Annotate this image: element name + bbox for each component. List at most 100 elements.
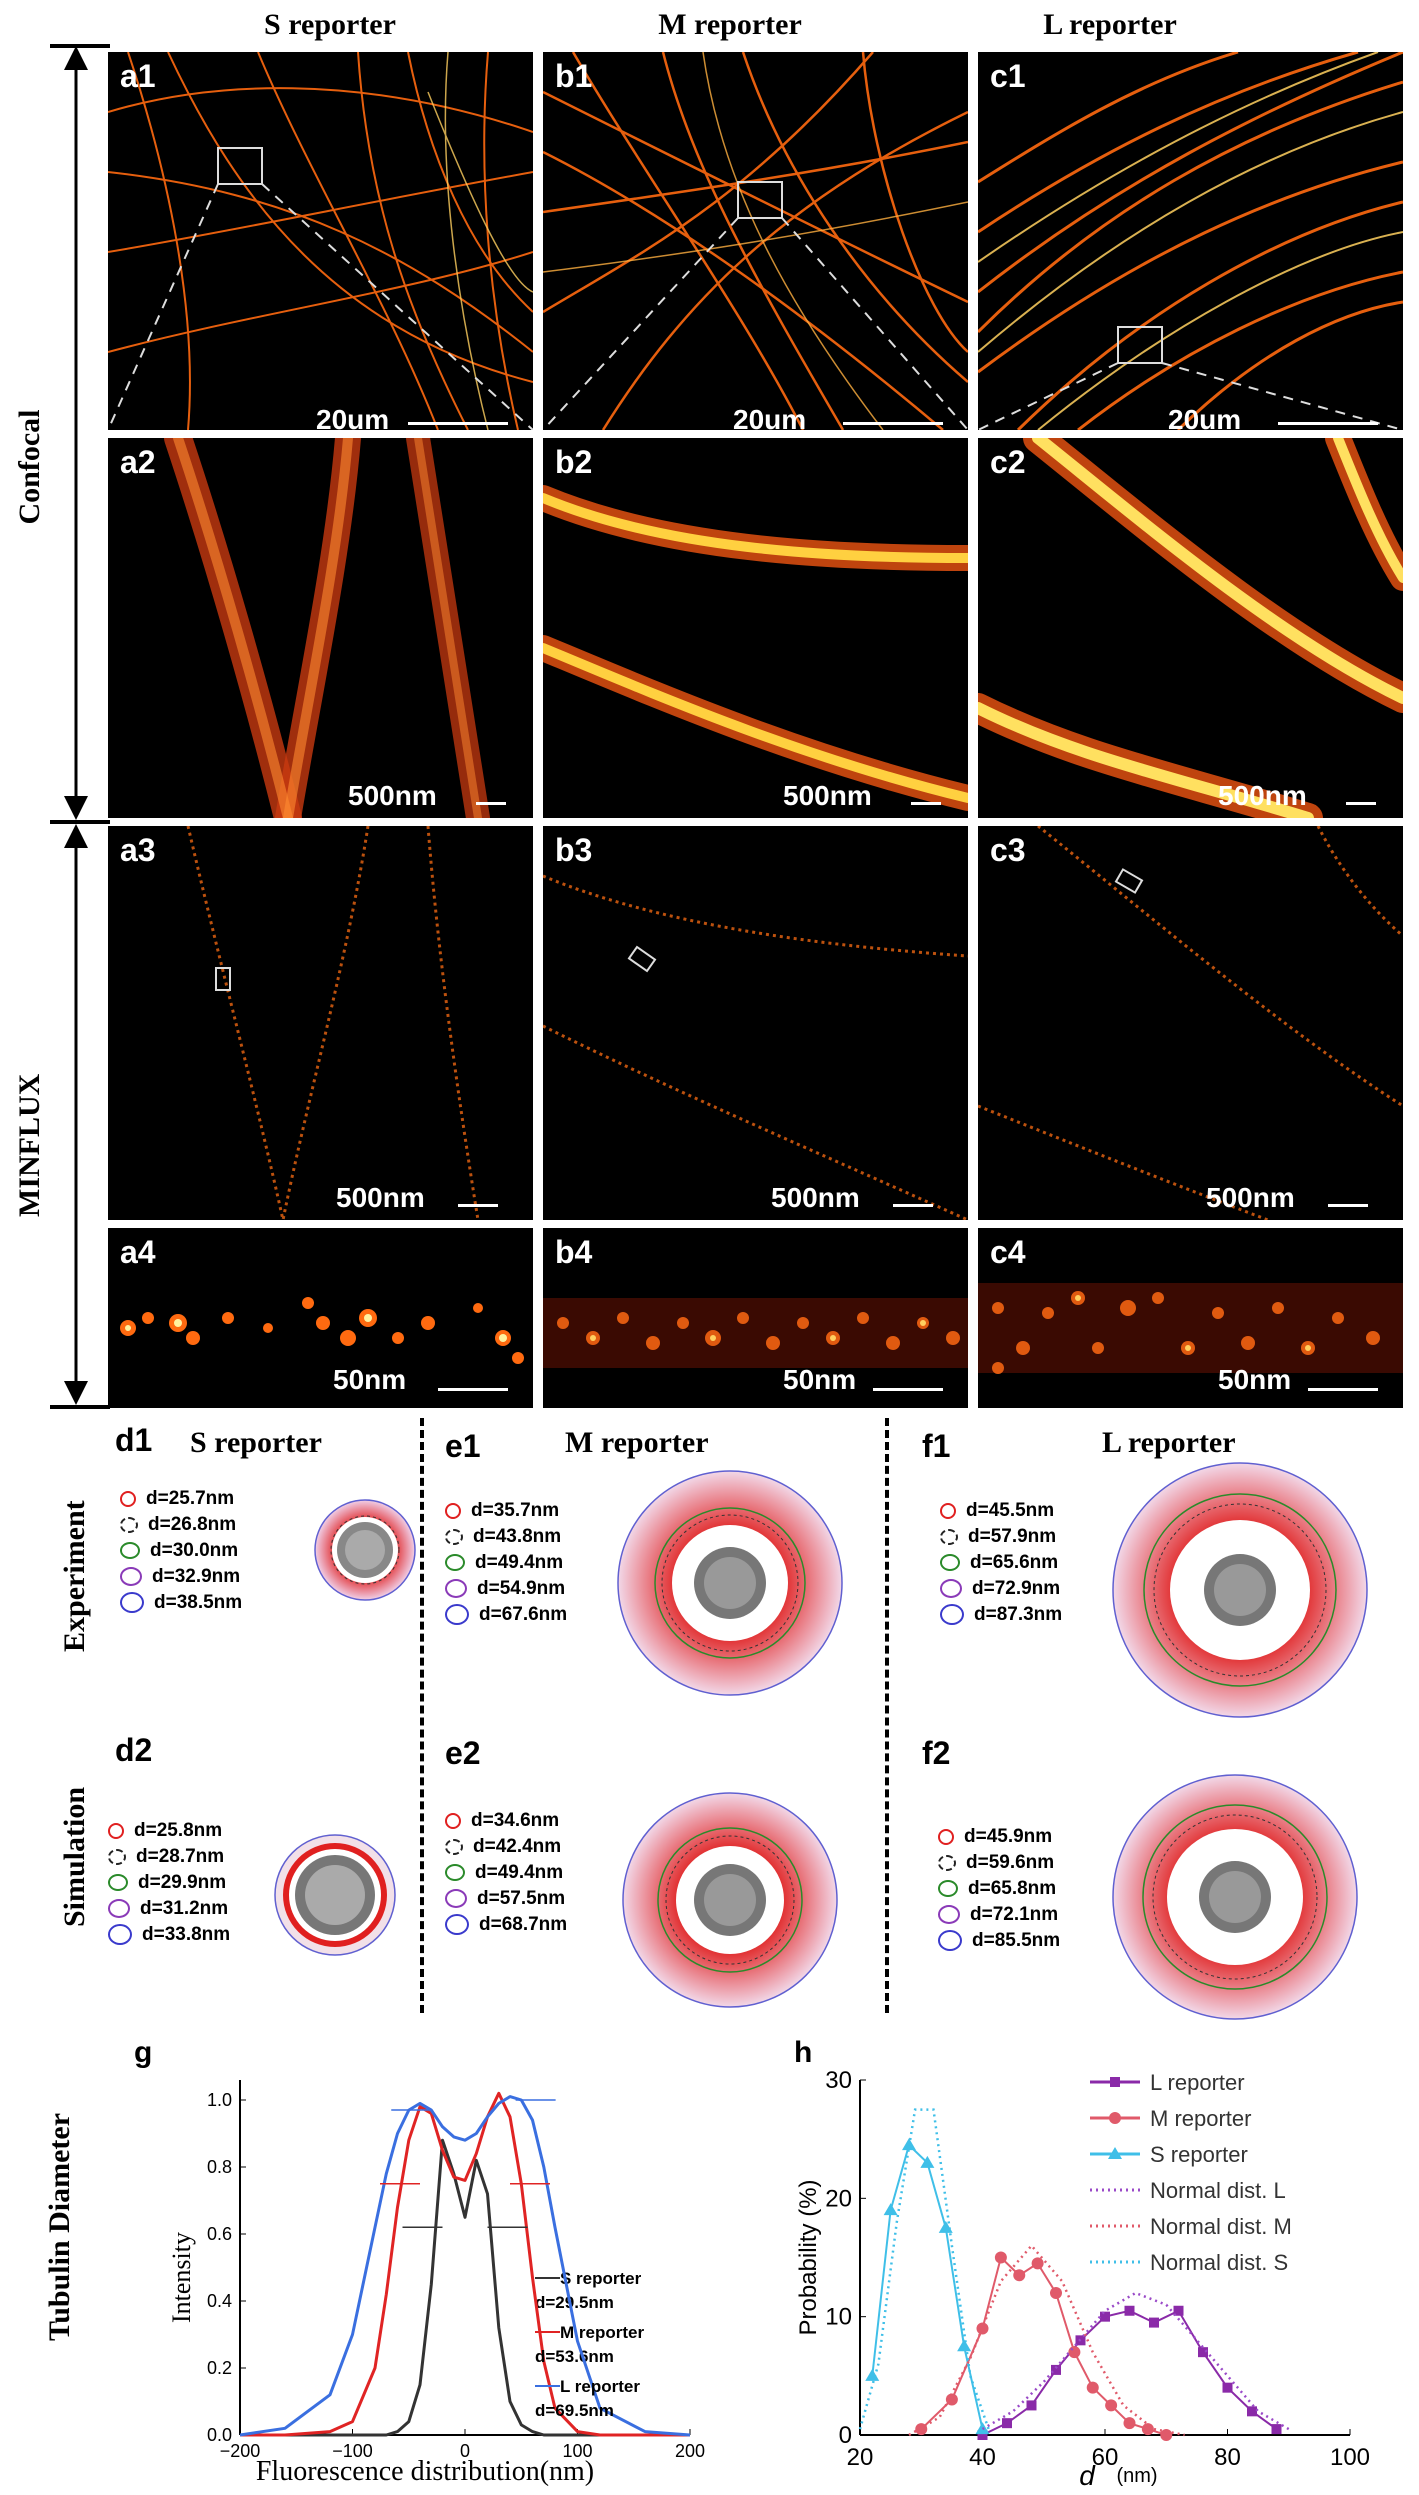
scale-label-a3: 500nm: [336, 1182, 425, 1213]
legend-label: Normal dist. M: [1150, 2214, 1292, 2239]
data-point: [977, 2430, 988, 2440]
ring-icon: [108, 1899, 130, 1919]
legend-label: S reporter: [560, 2269, 642, 2288]
panel-label-f2: f2: [922, 1735, 951, 1771]
scale-label-c1: 20um: [1168, 404, 1242, 430]
data-point: [1050, 2287, 1062, 2299]
panel-label-c4: c4: [990, 1234, 1026, 1270]
legend-label: Normal dist. L: [1150, 2178, 1286, 2203]
data-point: [1149, 2317, 1159, 2328]
panel-a2: a2 500nm: [108, 438, 533, 818]
series-line-normal-dist-l: [981, 2291, 1290, 2431]
scale-label-b3: 500nm: [771, 1182, 860, 1213]
x-tick-label: 100: [562, 2441, 592, 2461]
scale-label-b4: 50nm: [783, 1364, 857, 1395]
panel-c1: c1 20um: [978, 52, 1403, 430]
column-header-l: L reporter: [1043, 8, 1177, 41]
minflux-image: [543, 874, 968, 1220]
ring-icon: [108, 1874, 128, 1892]
panel-label-e1: e1: [445, 1428, 481, 1464]
data-point: [1198, 2347, 1208, 2358]
ring-icon: [120, 1567, 142, 1587]
data-point: [1086, 2381, 1099, 2394]
data-point: [994, 2251, 1007, 2264]
ring-icon: [445, 1554, 465, 1572]
data-point: [1173, 2305, 1184, 2316]
legend-label: Normal dist. S: [1150, 2250, 1288, 2275]
scale-label-a1: 20um: [316, 404, 390, 430]
legend-annotation: d=69.5nm: [535, 2401, 614, 2420]
panel-label-a1: a1: [120, 58, 156, 94]
scale-label-a2: 500nm: [348, 780, 437, 811]
tubulin-ring-d2: [274, 1834, 396, 1956]
y-tick-label: 30: [825, 2067, 852, 2094]
panel-b4: b4 50nm: [543, 1228, 968, 1408]
y-tick-label: 1.0: [207, 2090, 232, 2110]
x-axis-label: d: [1079, 2460, 1096, 2490]
data-point: [1100, 2311, 1110, 2322]
ring-icon: [938, 1854, 956, 1871]
ring-icon: [445, 1838, 463, 1855]
ring-icon: [108, 1822, 124, 1839]
y-tick-label: 0: [839, 2422, 852, 2449]
series-line-normal-dist-m: [908, 2243, 1185, 2437]
dashed-separator-2: [885, 1418, 889, 2013]
panel-c3: c3 500nm: [978, 826, 1403, 1220]
panel-label-a2: a2: [120, 444, 156, 480]
data-point: [1222, 2382, 1233, 2393]
ring-icon: [940, 1502, 956, 1519]
data-point: [1002, 2418, 1012, 2429]
chart-g: g −200 −100 0 100 200 0.0 0.2 0.4 0.6 0.8 1.0 Fluore…: [134, 2036, 705, 2487]
x-tick-label: 0: [460, 2441, 470, 2461]
legend-label: S reporter: [1150, 2142, 1248, 2167]
panel-label-b3: b3: [555, 832, 593, 868]
data-point: [1123, 2417, 1136, 2430]
y-tick-label: 0.8: [207, 2157, 232, 2177]
row-label-simulation: Simulation: [58, 1786, 91, 1928]
scale-bar-a3: [458, 1204, 498, 1207]
series-line-normal-dist-s: [858, 2108, 990, 2430]
legend-annotation: d=53.6nm: [535, 2347, 614, 2366]
y-axis-label: Probability (%): [795, 2179, 822, 2335]
ring-icon: [940, 1554, 960, 1572]
panel-label-d2: d2: [115, 1732, 153, 1768]
ring-icon: [445, 1502, 461, 1519]
scale-bar-b3: [893, 1204, 933, 1207]
panel-label-d1: d1: [115, 1422, 153, 1458]
panel-b2: b2 500nm: [543, 438, 968, 818]
data-point: [1051, 2364, 1061, 2375]
ring-icon: [445, 1579, 467, 1599]
panel-c4: c4 50nm: [978, 1228, 1403, 1408]
x-tick-label: 40: [969, 2444, 996, 2471]
series-line-l-reporter: [239, 2095, 691, 2437]
series-line-m-reporter: [240, 2091, 690, 2437]
microtubule-zoom-image: [978, 438, 1403, 818]
dashed-separator-1: [420, 1418, 424, 2013]
y-tick-label: 0.2: [207, 2358, 232, 2378]
panel-label-e2: e2: [445, 1735, 481, 1771]
panel-b3: b3 500nm: [543, 826, 968, 1220]
minflux-image: [186, 826, 480, 1220]
ring-icon: [938, 1880, 958, 1898]
scale-label-c4: 50nm: [1218, 1364, 1292, 1395]
y-tick-label: 20: [825, 2185, 852, 2212]
data-point: [1271, 2424, 1282, 2435]
panel-label-a3: a3: [120, 832, 156, 868]
ring-icon: [120, 1592, 144, 1614]
ring-icon: [445, 1864, 465, 1882]
x-tick-label: 20: [847, 2444, 874, 2471]
data-point: [938, 2220, 953, 2233]
x-tick-label: 80: [1214, 2444, 1241, 2471]
panel-a3: a3 500nm: [108, 826, 533, 1220]
y-tick-label: 0.6: [207, 2224, 232, 2244]
x-tick-label: 200: [675, 2441, 705, 2461]
scale-bar-c3: [1328, 1204, 1368, 1207]
ring-icon: [108, 1924, 132, 1946]
legend-marker: [1109, 2112, 1121, 2124]
row-bracket-arrows: [50, 44, 110, 1409]
title-e1: M reporter: [565, 1426, 709, 1459]
data-point: [1141, 2423, 1154, 2436]
data-point: [920, 2155, 935, 2168]
panel-label-f1: f1: [922, 1428, 951, 1464]
data-point: [1031, 2257, 1044, 2270]
